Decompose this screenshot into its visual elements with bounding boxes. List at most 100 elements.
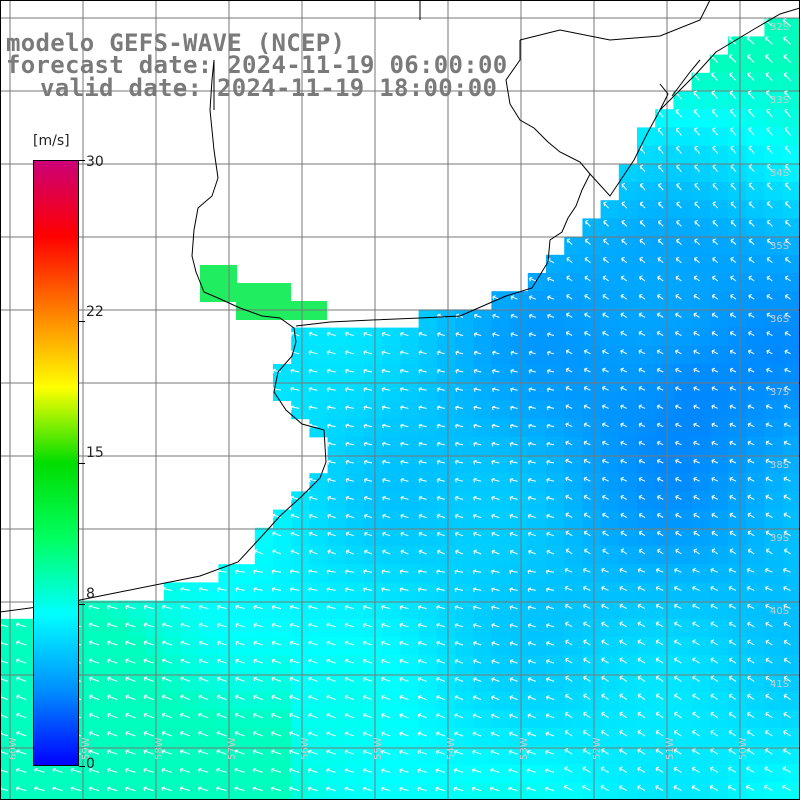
wind-speed-cell xyxy=(782,491,800,511)
wind-arrow xyxy=(639,256,646,264)
wind-arrow xyxy=(162,640,172,646)
wind-arrow xyxy=(217,622,227,628)
wind-speed-cell xyxy=(163,746,183,765)
wind-arrow xyxy=(308,587,318,592)
wind-arrow xyxy=(527,749,536,755)
wind-arrow xyxy=(253,658,263,664)
wind-arrow xyxy=(711,72,719,82)
wind-speed-cell xyxy=(273,364,292,383)
wind-speed-cell xyxy=(600,564,620,583)
wind-speed-cell xyxy=(418,400,438,420)
wind-arrow xyxy=(125,604,136,610)
wind-speed-cell xyxy=(291,345,310,365)
wind-speed-cell xyxy=(273,637,292,656)
wind-speed-cell xyxy=(345,655,365,674)
wind-speed-cell xyxy=(400,382,420,401)
wind-speed-cell xyxy=(382,327,401,347)
wind-speed-cell xyxy=(564,291,583,310)
wind-arrow xyxy=(784,163,791,173)
wind-arrow xyxy=(692,729,700,737)
wind-arrow xyxy=(143,676,154,682)
wind-speed-cell xyxy=(709,382,729,401)
wind-arrow xyxy=(326,368,336,374)
wind-arrow xyxy=(747,603,755,610)
wind-arrow xyxy=(326,569,336,575)
wind-arrow xyxy=(712,201,719,209)
wind-arrow xyxy=(675,530,682,537)
wind-speed-cell xyxy=(491,455,511,474)
wind-speed-cell xyxy=(455,527,474,547)
wind-arrow xyxy=(253,587,263,592)
wind-speed-cell xyxy=(655,764,674,784)
wind-speed-cell xyxy=(527,546,547,565)
wind-speed-cell xyxy=(600,345,620,365)
wind-arrow xyxy=(363,387,373,392)
wind-speed-cell xyxy=(709,364,729,383)
wind-speed-cell xyxy=(637,728,656,747)
wind-arrow xyxy=(491,459,500,465)
wind-arrow xyxy=(655,568,664,573)
wind-speed-cell xyxy=(309,546,329,565)
wind-arrow xyxy=(345,423,354,429)
wind-speed-cell xyxy=(764,455,784,474)
wind-arrow xyxy=(436,695,445,701)
wind-arrow xyxy=(600,748,609,755)
wind-speed-cell xyxy=(746,382,765,401)
wind-speed-cell xyxy=(200,637,219,656)
wind-speed-cell xyxy=(691,127,711,147)
wind-speed-cell xyxy=(527,655,547,674)
wind-arrow xyxy=(509,605,518,610)
wind-speed-cell xyxy=(473,364,492,383)
wind-arrow xyxy=(710,766,719,773)
wind-speed-cell xyxy=(764,400,784,420)
wind-arrow xyxy=(692,639,700,646)
wind-arrow xyxy=(382,441,391,447)
wind-arrow xyxy=(675,127,682,136)
wind-arrow xyxy=(326,640,336,646)
wind-speed-cell xyxy=(728,491,747,511)
wind-speed-cell xyxy=(618,546,638,565)
wind-speed-cell xyxy=(509,728,529,747)
wind-arrow xyxy=(728,711,737,719)
wind-arrow xyxy=(693,256,700,264)
wind-speed-cell xyxy=(655,254,674,274)
wind-arrow xyxy=(602,367,609,373)
wind-arrow xyxy=(547,276,555,282)
wind-arrow xyxy=(676,183,682,191)
wind-speed-cell xyxy=(91,637,110,656)
wind-arrow xyxy=(583,675,591,682)
wind-speed-cell xyxy=(782,327,800,347)
wind-speed-cell xyxy=(54,764,74,784)
wind-speed-cell xyxy=(291,637,310,656)
wind-speed-cell xyxy=(764,637,784,656)
wind-speed-cell xyxy=(746,400,765,420)
wind-speed-cell xyxy=(637,345,656,365)
wind-arrow xyxy=(765,693,773,701)
wind-speed-cell xyxy=(0,764,19,784)
wind-speed-cell xyxy=(691,728,711,747)
wind-speed-cell xyxy=(109,746,128,765)
wind-arrow xyxy=(344,640,354,646)
wind-speed-cell xyxy=(782,400,800,420)
wind-speed-cell xyxy=(564,345,583,365)
wind-arrow xyxy=(730,275,737,282)
wind-speed-cell xyxy=(400,564,420,583)
wind-speed-cell xyxy=(382,764,401,784)
wind-arrow xyxy=(88,749,100,755)
wind-arrow xyxy=(783,729,791,737)
wind-speed-cell xyxy=(546,327,565,347)
wind-arrow xyxy=(658,183,664,191)
coastline-brazil xyxy=(589,7,800,197)
wind-speed-cell xyxy=(491,709,511,729)
wind-speed-cell xyxy=(655,163,674,183)
wind-speed-cell xyxy=(327,491,347,511)
wind-arrow xyxy=(692,693,700,701)
wind-arrow xyxy=(748,108,755,118)
wind-arrow xyxy=(399,587,409,592)
wind-arrow xyxy=(308,622,318,628)
wind-speed-cell xyxy=(236,746,256,765)
longitude-label: 57W xyxy=(227,737,238,760)
wind-arrow xyxy=(783,639,791,646)
wind-arrow xyxy=(235,658,245,664)
wind-arrow xyxy=(528,295,536,300)
